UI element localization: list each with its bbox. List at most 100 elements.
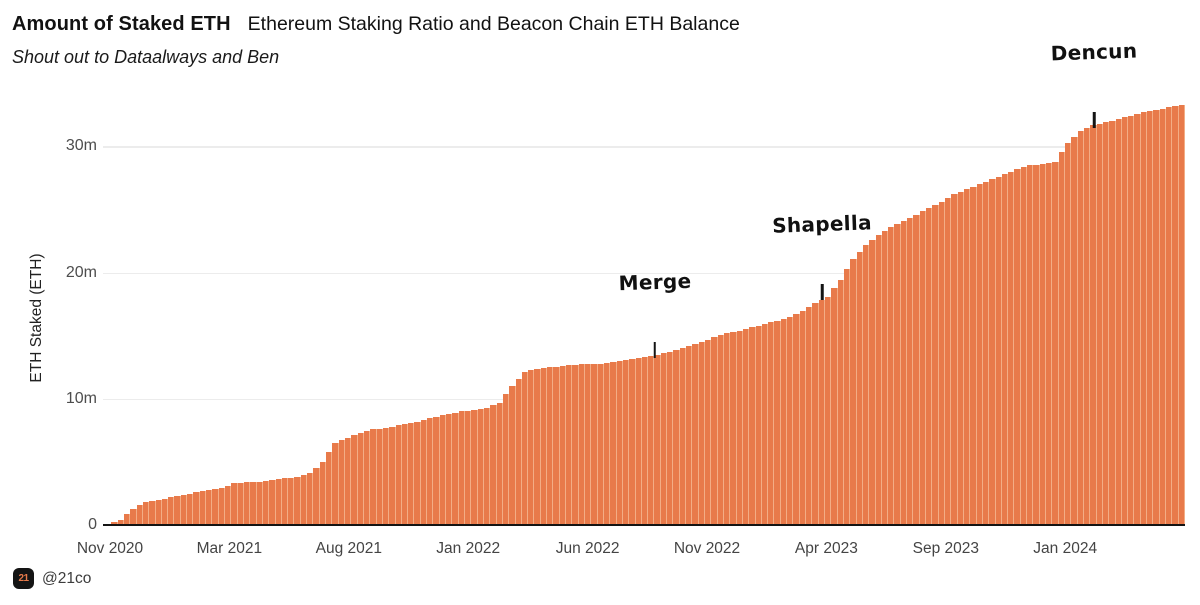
bar xyxy=(155,499,162,525)
x-axis-line xyxy=(103,524,1185,526)
bar xyxy=(307,473,314,525)
y-axis-title: ETH Staked (ETH) xyxy=(28,253,45,383)
bar xyxy=(130,508,137,525)
bar xyxy=(1109,120,1116,525)
chart-subtitle: Shout out to Dataalways and Ben xyxy=(12,47,280,67)
x-tick-label: Mar 2021 xyxy=(196,540,263,557)
bar xyxy=(243,482,251,525)
bar xyxy=(477,408,484,525)
bar xyxy=(528,370,535,525)
bar xyxy=(1046,162,1053,525)
bar xyxy=(919,211,927,525)
bar xyxy=(673,349,680,525)
y-tick-label-10m: 10m xyxy=(65,389,97,407)
bar xyxy=(483,407,491,525)
y-tick-label-20m: 20m xyxy=(65,263,97,281)
bar xyxy=(932,205,939,525)
bar xyxy=(976,184,983,525)
chart-title-description: Ethereum Staking Ratio and Beacon Chain … xyxy=(247,13,740,35)
bar xyxy=(313,467,320,525)
bar xyxy=(1052,161,1059,525)
bar xyxy=(989,179,996,525)
bar xyxy=(799,310,807,525)
bar xyxy=(774,320,781,525)
annotation-tick xyxy=(820,283,824,300)
bar xyxy=(938,201,945,525)
bar xyxy=(250,481,257,525)
bar xyxy=(408,422,415,525)
bar xyxy=(862,244,870,525)
bar xyxy=(534,368,541,525)
bar xyxy=(1121,117,1129,525)
bar xyxy=(951,194,958,525)
bar xyxy=(1027,165,1034,525)
bar xyxy=(1096,123,1103,525)
bar xyxy=(818,299,825,525)
bar xyxy=(610,362,617,525)
bar xyxy=(660,353,668,525)
bar xyxy=(427,418,434,525)
bar xyxy=(446,413,453,525)
bar xyxy=(420,420,428,525)
x-tick-label: Nov 2022 xyxy=(673,540,741,557)
bar xyxy=(193,492,200,525)
bar xyxy=(641,356,649,525)
bar xyxy=(496,402,503,525)
bar xyxy=(332,443,339,525)
bar xyxy=(843,269,851,525)
bar xyxy=(1014,169,1021,525)
bar xyxy=(825,296,832,525)
bar xyxy=(490,405,497,525)
bar xyxy=(559,366,567,525)
bar xyxy=(465,410,472,525)
bar xyxy=(269,480,276,525)
bar xyxy=(793,313,800,525)
bar xyxy=(926,208,933,525)
bar xyxy=(856,251,863,525)
bar xyxy=(597,363,604,525)
bar xyxy=(218,488,225,525)
y-tick-label-0: 0 xyxy=(88,516,97,533)
annotation-label: Merge xyxy=(617,268,692,296)
author-handle: @21co xyxy=(42,569,92,587)
bar xyxy=(1159,108,1167,525)
bar xyxy=(1128,116,1135,525)
annotation-tick xyxy=(1093,112,1096,129)
bar xyxy=(212,489,219,525)
bar xyxy=(1033,164,1040,525)
bar xyxy=(1008,171,1015,525)
y-tick-label-30m: 30m xyxy=(65,137,97,155)
bar xyxy=(1083,128,1091,525)
bar xyxy=(881,231,889,525)
bar xyxy=(780,318,788,525)
21co-logo-text: 21 xyxy=(18,573,29,584)
bar xyxy=(262,480,270,525)
bar xyxy=(970,186,977,525)
bar xyxy=(1166,107,1173,525)
bar xyxy=(1140,112,1148,525)
bar xyxy=(357,432,364,525)
bar xyxy=(654,354,661,525)
bar xyxy=(414,421,421,525)
x-tick-label: Sep 2023 xyxy=(912,540,979,557)
bar xyxy=(566,365,573,525)
x-tick-label: Nov 2020 xyxy=(76,540,144,557)
bar xyxy=(667,351,674,525)
bar xyxy=(1077,131,1084,525)
bar xyxy=(136,505,143,525)
bar xyxy=(831,288,838,525)
bar xyxy=(686,345,693,525)
attribution: 21 @21co xyxy=(13,568,91,589)
chart-title: Amount of Staked ETH xyxy=(12,13,231,35)
bar xyxy=(616,360,623,525)
bar xyxy=(1134,114,1141,525)
bar xyxy=(389,426,396,525)
x-tick-label: Jun 2022 xyxy=(555,540,620,557)
bar xyxy=(256,481,263,525)
bar xyxy=(945,198,952,525)
bar xyxy=(231,483,238,525)
bar xyxy=(547,367,554,525)
x-tick-label: Jan 2022 xyxy=(436,540,501,557)
bar xyxy=(629,358,636,525)
